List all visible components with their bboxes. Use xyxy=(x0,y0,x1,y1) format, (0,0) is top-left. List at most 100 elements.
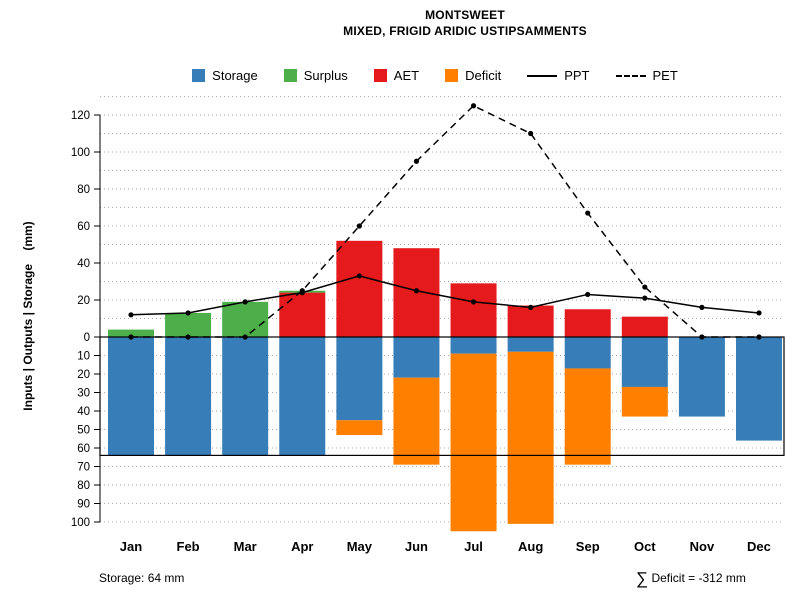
bar-storage-aug xyxy=(507,337,554,352)
pet-point xyxy=(528,130,534,137)
aet-swatch xyxy=(373,69,387,82)
x-label-mar: Mar xyxy=(234,539,257,554)
ppt-point xyxy=(242,299,248,305)
x-label-jan: Jan xyxy=(120,539,142,554)
y-tick-label: 90 xyxy=(77,499,90,511)
ppt-point xyxy=(413,288,420,294)
bar-deficit-jun xyxy=(393,377,440,465)
bar-storage-apr xyxy=(279,337,326,456)
sum-symbol: ∑ xyxy=(636,569,649,588)
ppt-point xyxy=(699,304,705,310)
x-label-sep: Sep xyxy=(576,539,600,554)
pet-point xyxy=(756,334,762,340)
pet-point xyxy=(356,223,362,229)
deficit-note-text: Deficit = -312 mm xyxy=(648,571,746,585)
surplus-swatch xyxy=(283,69,297,82)
y-tick-label: 40 xyxy=(77,406,90,418)
legend-label-deficit: Deficit xyxy=(465,68,502,83)
ppt-point xyxy=(185,310,191,316)
y-tick-label: 0 xyxy=(84,332,90,344)
title-block: MONTSWEET MIXED, FRIGID ARIDIC USTIPSAMM… xyxy=(130,8,800,38)
y-tick-label: 80 xyxy=(77,184,90,196)
deficit-note: ∑ Deficit = -312 mm xyxy=(636,569,746,589)
pet-line-sample xyxy=(615,74,646,77)
bar-deficit-sep xyxy=(564,368,611,465)
ppt-point xyxy=(642,295,648,301)
legend-item-pet: PET xyxy=(615,68,678,83)
bar-deficit-jul xyxy=(450,353,497,532)
x-label-feb: Feb xyxy=(177,539,200,554)
chart-subtitle: MIXED, FRIGID ARIDIC USTIPSAMMENTS xyxy=(343,24,587,38)
y-tick-label: 60 xyxy=(77,221,90,233)
pet-point xyxy=(413,158,420,164)
bar-aet-jul xyxy=(450,283,497,337)
bar-storage-oct xyxy=(621,337,668,387)
legend-label-pet: PET xyxy=(652,68,678,83)
ppt-point xyxy=(128,312,134,318)
bar-storage-jun xyxy=(393,337,440,378)
x-label-dec: Dec xyxy=(747,539,771,554)
ppt-point xyxy=(470,299,477,305)
ppt-line-sample xyxy=(527,74,558,77)
y-tick-label: 20 xyxy=(77,295,90,307)
bars xyxy=(108,240,782,532)
x-label-jul: Jul xyxy=(464,539,483,554)
y-tick-label: 60 xyxy=(77,443,90,455)
bar-aet-apr xyxy=(279,292,326,337)
bar-aet-may xyxy=(336,240,383,337)
x-label-jun: Jun xyxy=(405,539,428,554)
ppt-point xyxy=(756,310,762,316)
x-label-may: May xyxy=(347,539,373,554)
y-tick-label: 70 xyxy=(77,462,90,474)
pet-point xyxy=(699,334,705,340)
legend-item-aet: AET xyxy=(373,68,420,83)
legend-label-surplus: Surplus xyxy=(303,68,348,83)
legend-item-surplus: Surplus xyxy=(283,68,348,83)
pet-point xyxy=(470,103,477,109)
gridlines xyxy=(100,96,784,523)
ppt-point xyxy=(585,291,591,298)
bar-storage-sep xyxy=(564,337,611,369)
pet-point xyxy=(585,210,591,216)
pet-point xyxy=(642,284,648,290)
y-tick-label: 10 xyxy=(77,351,90,363)
y-tick-label: 100 xyxy=(71,147,90,159)
bar-deficit-may xyxy=(336,420,383,436)
deficit-swatch xyxy=(445,69,459,82)
x-label-nov: Nov xyxy=(690,539,715,554)
storage-note: Storage: 64 mm xyxy=(99,571,185,585)
bar-storage-dec xyxy=(735,337,782,441)
y-tick-label: 20 xyxy=(77,369,90,381)
legend-item-deficit: Deficit xyxy=(445,68,501,83)
x-label-apr: Apr xyxy=(291,539,313,554)
bar-aet-sep xyxy=(564,309,611,337)
pet-point xyxy=(299,288,305,294)
bar-aet-oct xyxy=(621,316,668,337)
y-tick-label: 40 xyxy=(77,258,90,270)
y-tick-label: 80 xyxy=(77,480,90,492)
legend-item-ppt: PPT xyxy=(527,68,590,83)
bar-storage-may xyxy=(336,337,383,421)
ppt-pet-lines xyxy=(128,103,762,340)
ppt-line xyxy=(130,275,760,316)
bar-surplus-feb xyxy=(165,312,212,337)
bar-storage-nov xyxy=(678,337,725,417)
bar-storage-jul xyxy=(450,337,497,354)
y-tick-label: 30 xyxy=(77,388,90,400)
legend-label-ppt: PPT xyxy=(564,68,590,83)
bar-deficit-oct xyxy=(621,386,668,417)
pet-point xyxy=(185,334,191,340)
bar-storage-jan xyxy=(108,337,154,456)
chart-legend: Storage Surplus AET Deficit PPT PET xyxy=(70,68,800,83)
bar-surplus-jan xyxy=(108,329,154,337)
legend-label-storage: Storage xyxy=(212,68,258,83)
x-label-oct: Oct xyxy=(634,539,656,554)
legend-label-aet: AET xyxy=(393,68,420,83)
pet-point xyxy=(128,334,134,340)
y-tick-label: 50 xyxy=(77,425,90,437)
pet-line xyxy=(131,104,759,338)
legend-item-storage: Storage xyxy=(192,68,258,83)
y-tick-label: 120 xyxy=(71,110,90,122)
ppt-point xyxy=(528,304,534,310)
